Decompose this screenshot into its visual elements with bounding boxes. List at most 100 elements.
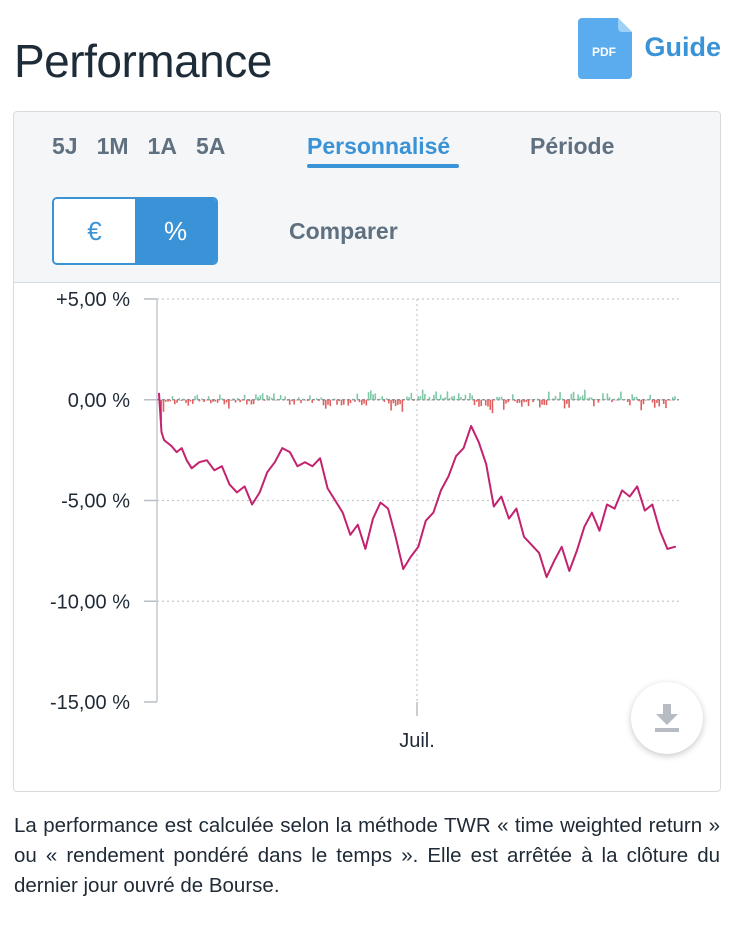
tab-1m[interactable]: 1M [96,133,129,159]
tab-5a[interactable]: 5A [195,133,226,159]
gain-bar [219,394,221,400]
gain-bar [498,397,501,400]
loss-bar [667,399,670,401]
gain-bar [261,393,264,400]
gain-bar [410,392,413,400]
loss-bar [216,399,219,403]
unit-toggle: € % [52,197,218,265]
gain-bar [608,397,611,400]
gain-bar [268,396,271,400]
loss-bar [180,399,183,401]
loss-bar [189,399,192,402]
loss-bar [329,399,332,407]
gain-bar [552,398,555,400]
performance-footnote: La performance est calculée selon la mét… [14,814,720,897]
loss-bar [401,399,404,412]
gain-bar [367,392,370,400]
gain-bar [302,398,305,400]
loss-bar [653,399,656,408]
loss-bar [475,399,478,402]
loss-bar [568,399,570,408]
loss-bar [611,399,613,403]
gain-bar [408,397,410,400]
gain-bar [448,397,451,400]
loss-bar [394,399,397,407]
gain-bar [221,398,223,400]
loss-bar [173,399,176,405]
loss-bar [480,399,483,407]
loss-bar [360,399,363,406]
loss-bar [264,399,266,401]
chart-svg: +5,00 % 0,00 % -5,00 % -10,00 % -15,00 % Juil… [50,289,679,752]
loss-bar [349,399,352,404]
loss-bar [658,399,661,407]
loss-bar [491,399,494,414]
gain-bar [500,396,503,400]
loss-bar [239,399,241,403]
euro-toggle-button[interactable]: € [54,199,135,263]
active-tab-indicator [307,164,459,168]
compare-button[interactable]: Comparer [289,218,398,244]
gain-bar [439,394,442,400]
loss-bar [390,399,392,411]
gain-bar [559,392,561,400]
loss-bar [399,399,401,405]
loss-bar [489,399,492,410]
tab-periode[interactable]: Période [530,133,615,159]
loss-bar [392,399,395,404]
gain-bar [315,398,318,400]
loss-bar [484,399,487,406]
loss-bar [363,399,365,404]
y-tick-label: 0,00 % [68,390,130,412]
page-title: Performance [14,35,272,87]
loss-bar [505,399,507,404]
tab-5j[interactable]: 5J [52,133,78,159]
loss-bar [324,399,327,409]
gain-bar [602,393,604,400]
loss-bar [185,399,187,403]
tab-personnalise[interactable]: Personnalisé [307,133,451,159]
loss-bar [230,399,232,401]
loss-bar [164,399,167,402]
gain-bar [511,394,514,400]
gain-bar [453,395,455,400]
gain-bar [674,396,676,400]
gain-bar [455,399,458,400]
gain-bar [557,398,559,400]
loss-bar [365,399,368,406]
loss-bar [520,399,523,407]
loss-bar [523,399,525,403]
percent-toggle-button[interactable]: % [135,199,216,263]
loss-bar [191,399,194,404]
loss-bar [223,399,226,405]
gain-bar [460,397,462,400]
guide-link[interactable]: PDF Guide [578,18,721,79]
gain-bar [435,391,437,400]
gain-bar [257,397,259,400]
y-tick-label: -10,00 % [50,591,130,613]
loss-bar [514,399,516,402]
gain-bar [333,398,336,400]
gain-bar [554,395,557,400]
gain-bar [171,396,174,400]
gain-bar [374,393,377,400]
gain-bar [496,396,498,400]
loss-bar [397,399,399,405]
gain-bar [586,398,588,400]
gain-bar [356,393,359,400]
loss-bar [563,399,566,409]
gain-bar [444,397,446,400]
loss-bar [160,399,163,422]
loss-bar [162,399,165,412]
gain-bar [385,398,388,400]
tab-1a[interactable]: 1A [147,133,177,159]
pdf-badge-text: PDF [592,45,616,59]
download-button[interactable] [631,682,703,754]
loss-bar [430,399,433,401]
gain-bar [419,396,422,400]
gain-bar [613,398,615,400]
gain-bar [428,396,431,400]
y-tick-label: -5,00 % [61,491,130,513]
loss-bar [286,399,289,401]
gain-bar [620,391,622,400]
